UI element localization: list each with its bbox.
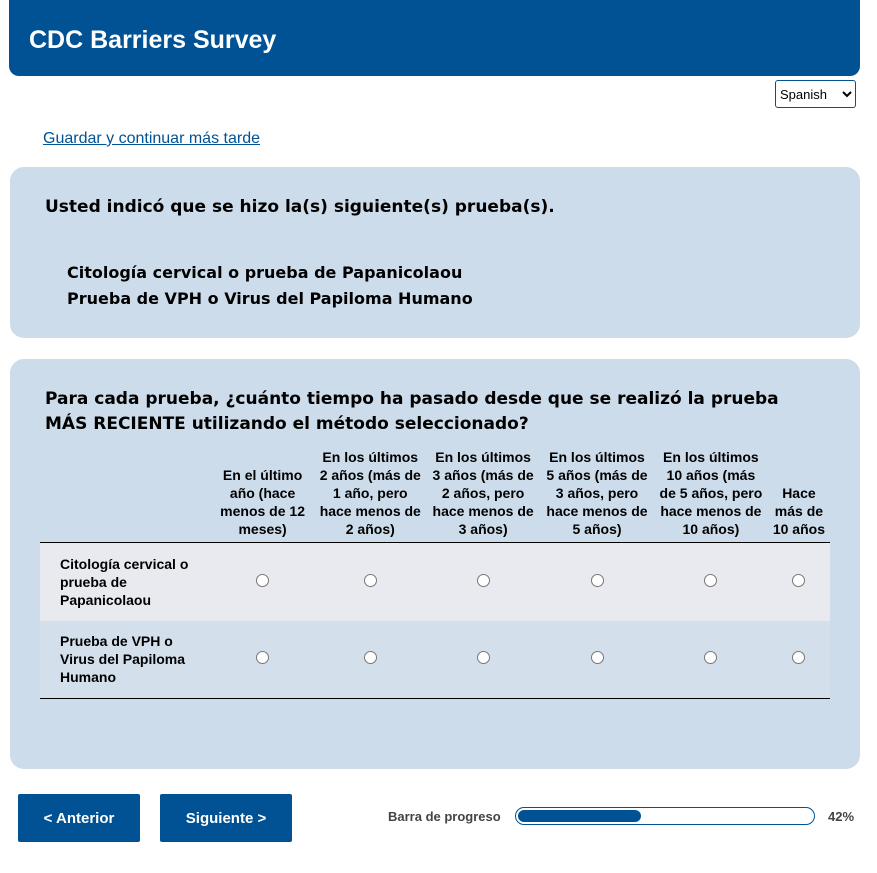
radio-button[interactable] — [256, 573, 270, 587]
next-button[interactable]: Siguiente > — [160, 794, 292, 842]
radio-button[interactable] — [476, 573, 490, 587]
matrix-panel: Para cada prueba, ¿cuánto tiempo ha pasa… — [10, 359, 860, 769]
summary-panel: Usted indicó que se hizo la(s) siguiente… — [10, 167, 860, 338]
radio-button[interactable] — [792, 651, 806, 665]
column-header: En el último año (hace menos de 12 meses… — [210, 448, 315, 543]
column-header: En los últimos 5 años (más de 3 años, pe… — [540, 448, 654, 543]
radio-button[interactable] — [363, 651, 377, 665]
radio-button[interactable] — [256, 651, 270, 665]
summary-question: Usted indicó que se hizo la(s) siguiente… — [45, 197, 555, 217]
column-header: En los últimos 2 años (más de 1 año, per… — [314, 448, 427, 543]
matrix-question: Para cada prueba, ¿cuánto tiempo ha pasa… — [45, 389, 779, 434]
test-item: Citología cervical o prueba de Papanicol… — [67, 263, 463, 282]
progress-label: Barra de progreso — [388, 809, 501, 824]
radio-button[interactable] — [476, 651, 490, 665]
app-title: CDC Barriers Survey — [29, 26, 277, 54]
radio-button[interactable] — [704, 573, 718, 587]
app-header: CDC Barriers Survey — [9, 0, 860, 76]
matrix-table: En el último año (hace menos de 12 meses… — [40, 448, 830, 699]
radio-button[interactable] — [590, 651, 604, 665]
column-header: En los últimos 10 años (más de 5 años, p… — [653, 448, 768, 543]
column-header: En los últimos 3 años (más de 2 años, pe… — [426, 448, 541, 543]
column-header: Hace más de 10 años — [767, 448, 830, 543]
radio-button[interactable] — [363, 573, 377, 587]
language-select[interactable]: Spanish — [775, 80, 856, 108]
previous-button[interactable]: < Anterior — [18, 794, 140, 842]
table-row: Citología cervical o prueba de Papanicol… — [40, 542, 830, 621]
row-label: Citología cervical o prueba de Papanicol… — [60, 555, 189, 608]
progress-fill — [518, 810, 642, 822]
radio-button[interactable] — [704, 651, 718, 665]
progress-bar — [515, 807, 815, 825]
radio-button[interactable] — [590, 573, 604, 587]
table-row: Prueba de VPH o Virus del Papiloma Human… — [40, 620, 830, 699]
progress-percent: 42% — [828, 809, 855, 824]
test-item: Prueba de VPH o Virus del Papiloma Human… — [67, 289, 473, 308]
radio-button[interactable] — [792, 573, 806, 587]
row-label: Prueba de VPH o Virus del Papiloma Human… — [60, 633, 186, 686]
save-continue-later-link[interactable]: Guardar y continuar más tarde — [43, 130, 260, 147]
